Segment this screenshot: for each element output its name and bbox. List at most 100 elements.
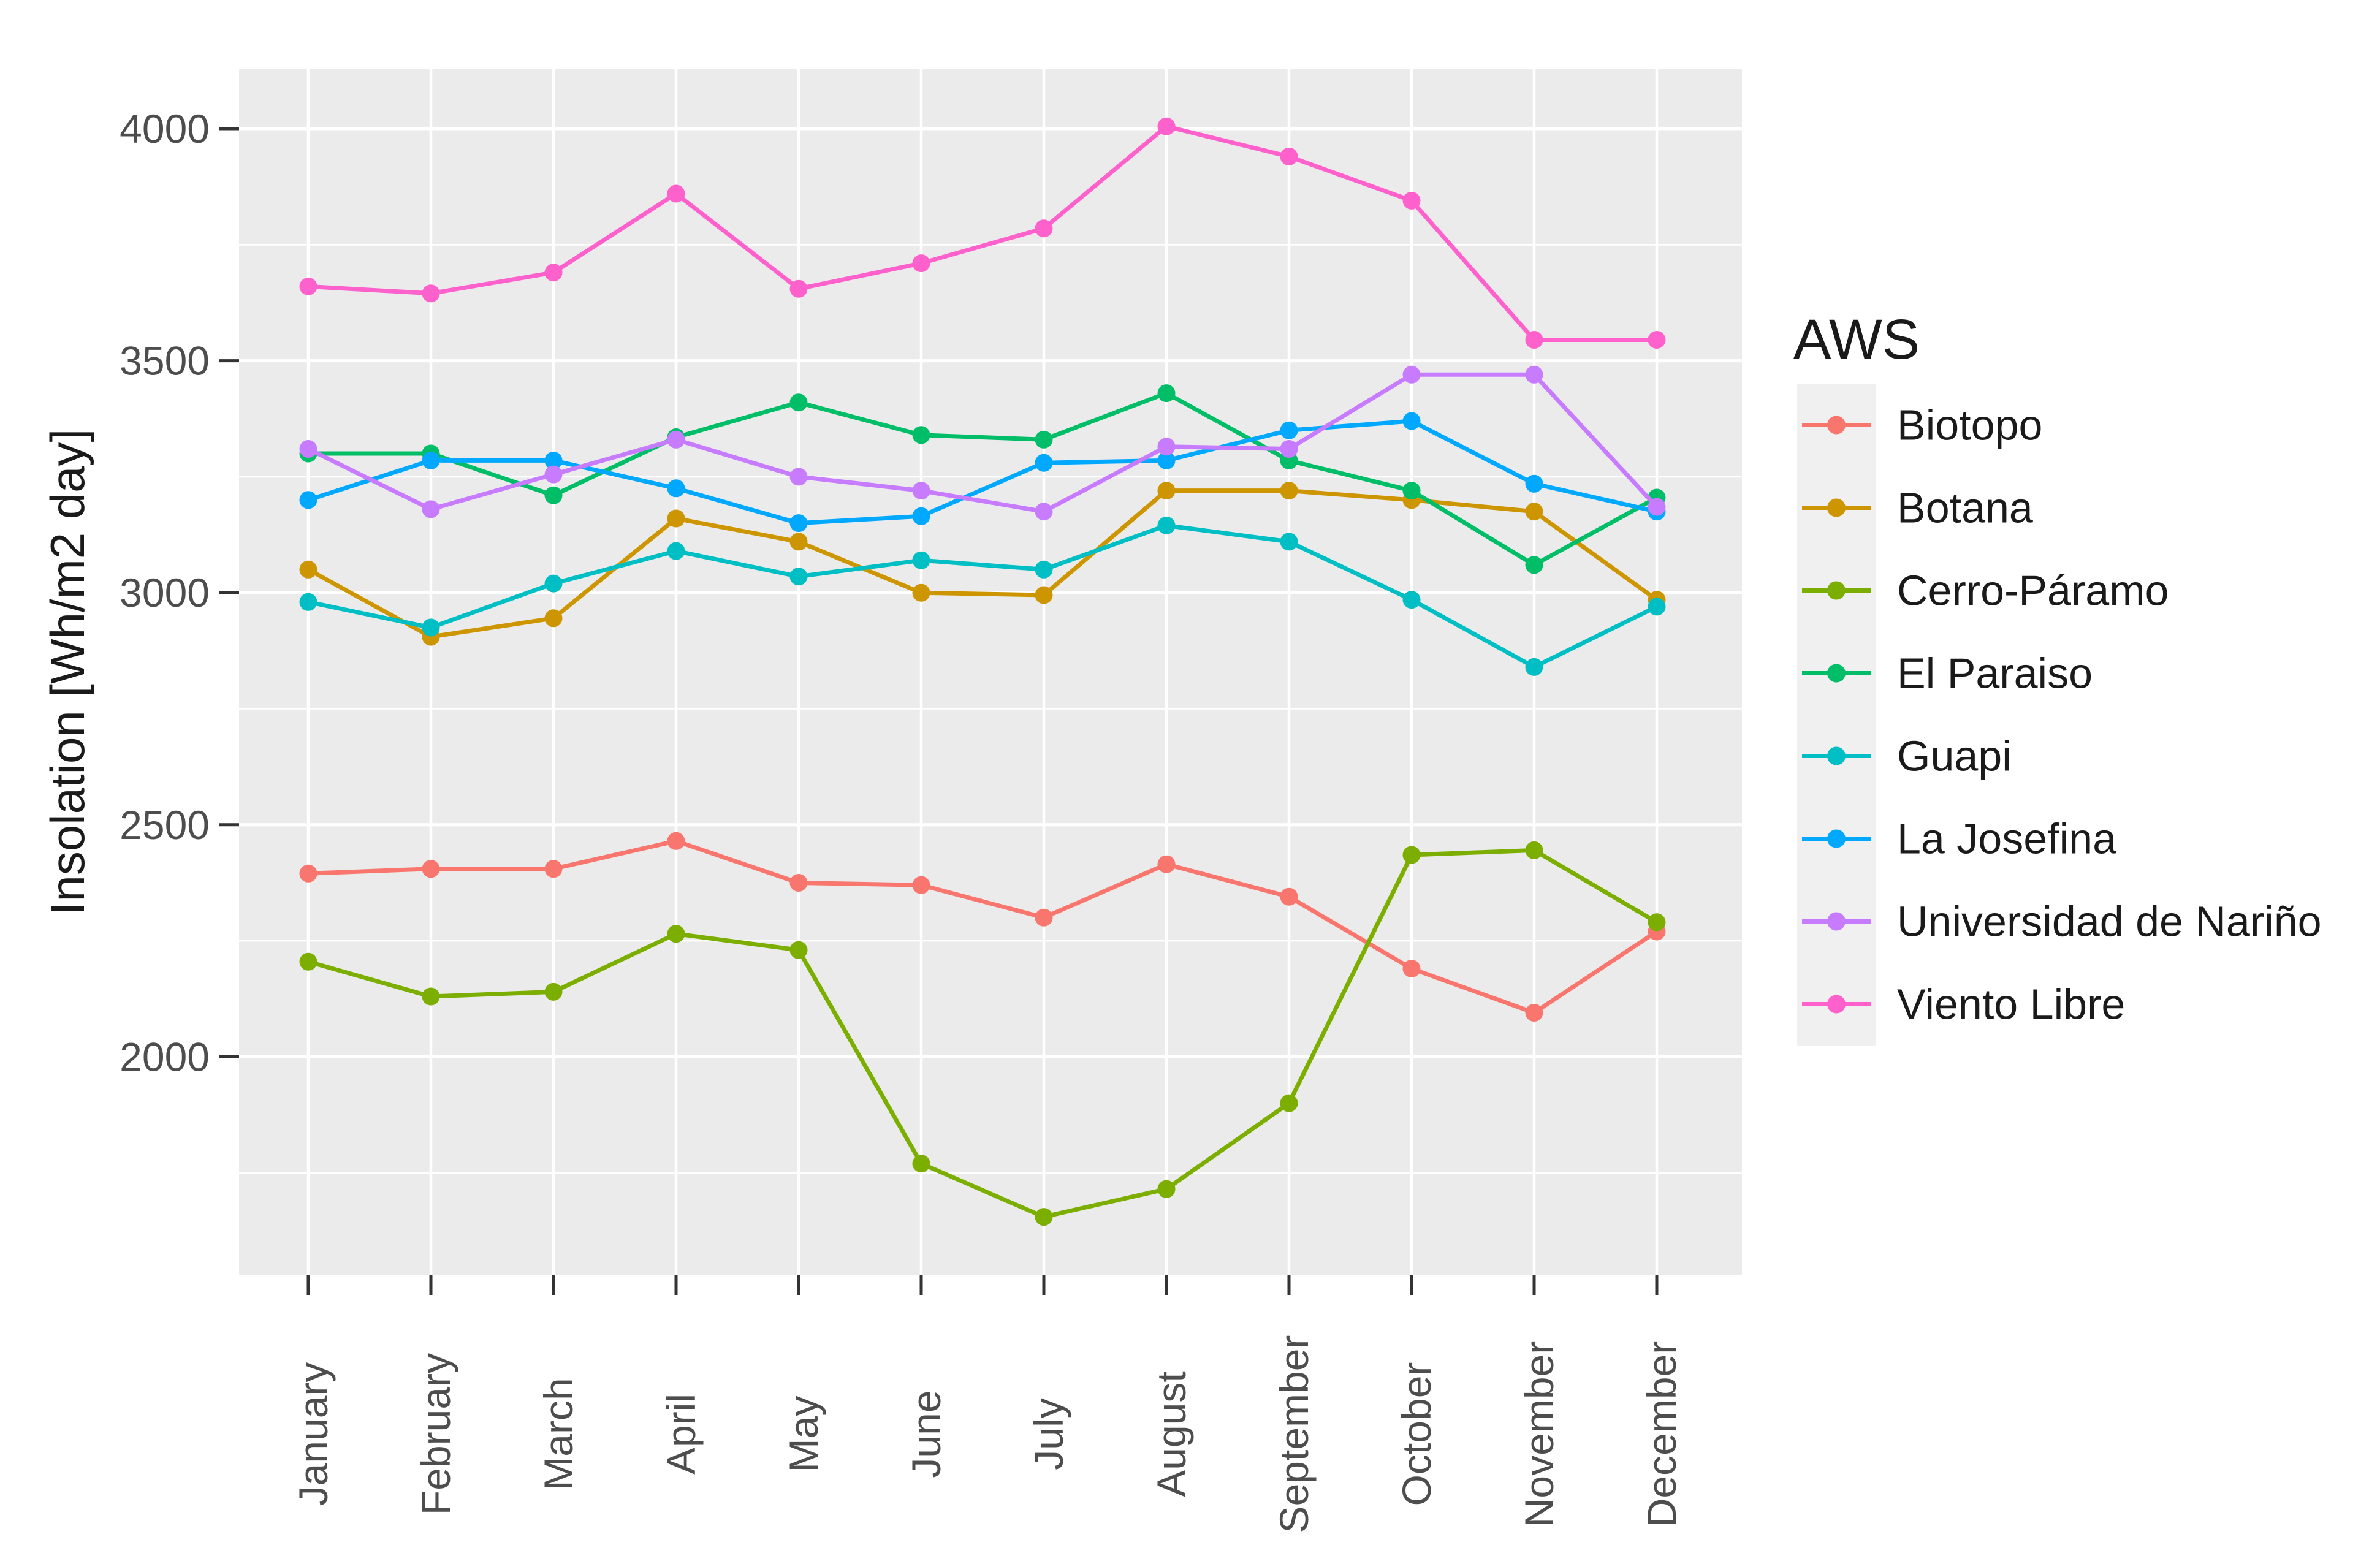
data-point [912,426,930,444]
legend-label-la-josefina: La Josefina [1897,815,2116,863]
series-line-guapi [308,523,1658,669]
data-point [789,514,808,533]
data-point [1280,482,1298,500]
data-point [667,430,685,449]
legend-key-point [1827,829,1846,848]
legend-key-point [1827,416,1846,435]
data-point [544,860,563,878]
y-axis-title: Insolation [Wh/m2 day] [40,429,94,915]
x-tick-label-december: December [1639,1341,1684,1527]
legend-key-point [1827,498,1846,517]
data-point [1525,556,1543,574]
data-point [544,465,563,484]
data-point [422,618,440,637]
data-point [1035,586,1053,604]
data-point [1035,430,1053,449]
legend-label-cerro-p-ramo: Cerro-Páramo [1897,567,2169,615]
data-point [667,925,685,943]
legend-key-point [1827,995,1846,1014]
data-point [422,284,440,303]
legend-label-biotopo: Biotopo [1897,401,2042,449]
data-point [422,860,440,878]
data-point [299,440,317,458]
x-tick-label-may: May [781,1396,826,1473]
data-point [544,609,563,628]
data-point [1035,1208,1053,1226]
data-point [1280,421,1298,439]
legend-key-point [1827,664,1846,683]
x-tick-label-january: January [291,1362,336,1506]
data-point [1402,591,1421,609]
data-point [1402,412,1421,430]
data-point [1402,482,1421,500]
data-point [1402,365,1421,384]
data-point [1280,887,1298,906]
data-point [422,451,440,469]
data-point [299,952,317,971]
data-point [1157,438,1176,456]
series-line-cerro-p-ramo [308,848,1658,1220]
series-line-el-paraiso [308,391,1658,568]
x-tick-label-june: June [903,1390,949,1478]
data-point [1525,503,1543,521]
data-point [299,560,317,579]
x-tick-label-february: February [413,1353,458,1515]
data-point [1280,147,1298,165]
legend-label-botana: Botana [1897,484,2033,532]
data-point [912,482,930,500]
data-point [667,479,685,498]
series-line-universidad-de-nari-o [307,372,1659,514]
data-point [789,279,808,298]
plot-panel [239,69,1742,1275]
data-point [299,491,317,509]
data-point [1035,219,1053,238]
data-point [1157,855,1176,873]
legend-label-universidad-de-nari-o: Universidad de Nariño [1897,898,2322,946]
data-point [1157,384,1176,403]
x-tick-label-september: September [1271,1335,1317,1533]
x-tick-label-april: April [658,1394,704,1475]
x-tick-label-august: August [1149,1371,1194,1497]
data-point [1280,1094,1298,1112]
data-point [912,507,930,525]
data-point [912,254,930,273]
y-tick-label: 2000 [120,1034,210,1079]
data-point [299,864,317,883]
data-point [1402,191,1421,210]
data-point [1280,440,1298,458]
legend-label-guapi: Guapi [1897,732,2012,780]
y-tick-label: 3000 [120,570,210,615]
legend-key-point [1827,581,1846,600]
data-point [1402,960,1421,978]
data-point [1525,1004,1543,1022]
y-tick-label: 4000 [120,106,210,151]
data-point [789,533,808,551]
data-point [544,574,563,593]
data-point [1648,331,1666,349]
data-point [1525,474,1543,493]
data-point [1648,598,1666,616]
data-point [1525,365,1543,384]
data-point [667,832,685,850]
series-line-biotopo [308,838,1658,1015]
legend-key-point [1827,912,1846,931]
data-point [667,184,685,203]
data-point [789,941,808,959]
data-point [1157,482,1176,500]
data-point [1525,331,1543,349]
data-point [1035,503,1053,521]
x-tick-label-march: March [536,1378,581,1490]
data-point [1525,841,1543,859]
data-point [422,500,440,518]
data-point [299,593,317,611]
data-point [912,583,930,602]
series-line-viento-libre [308,124,1657,342]
data-point [912,551,930,569]
data-point [544,451,563,469]
data-point [667,509,685,528]
series-line-la-josefina [307,419,1657,526]
data-point [789,468,808,486]
data-point [1525,658,1543,676]
data-point [1035,454,1053,472]
